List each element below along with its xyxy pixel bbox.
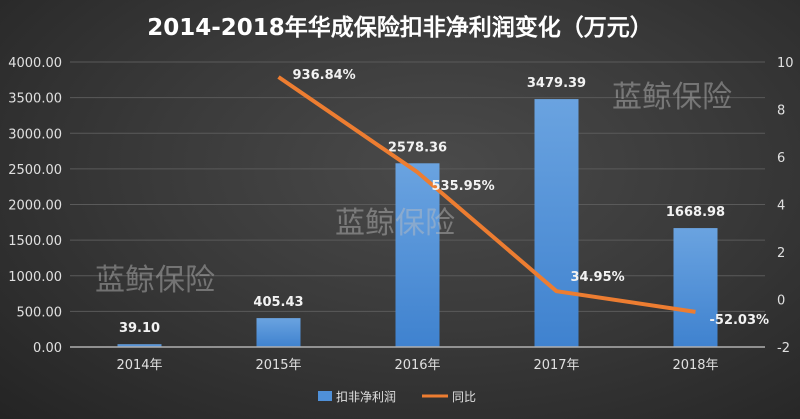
left-axis-tick: 0.00: [33, 341, 62, 356]
right-axis-tick: 0: [777, 294, 785, 309]
left-axis-tick: 2500.00: [8, 163, 62, 178]
bar: [673, 228, 718, 347]
right-axis-tick: 10: [777, 56, 794, 71]
bar-data-label: 3479.39: [527, 76, 586, 91]
right-axis-tick: 8: [777, 104, 785, 119]
chart-title: 2014-2018年华成保险扣非净利润变化（万元）: [147, 15, 653, 41]
line-data-label: 535.95%: [432, 179, 495, 194]
x-axis-tick: 2016年: [394, 358, 440, 373]
watermark: 蓝鲸保险: [612, 80, 732, 115]
right-axis-tick: 2: [777, 246, 785, 261]
right-axis-tick: 6: [777, 151, 785, 166]
left-axis-tick: 500.00: [17, 305, 63, 320]
bar-data-label: 1668.98: [666, 205, 725, 220]
x-axis-tick: 2015年: [255, 358, 301, 373]
left-axis-tick: 2000.00: [8, 199, 62, 214]
bar-data-label: 2578.36: [388, 140, 447, 155]
bar: [395, 163, 440, 347]
x-axis-tick: 2017年: [533, 358, 579, 373]
left-axis-tick: 1000.00: [8, 270, 62, 285]
right-axis-tick: 4: [777, 199, 785, 214]
right-axis-tick: -2: [777, 341, 790, 356]
bar-data-label: 405.43: [253, 295, 303, 310]
line-data-label: -52.03%: [710, 313, 770, 328]
left-axis-tick: 3000.00: [8, 127, 62, 142]
line-data-label: 936.84%: [293, 68, 356, 83]
watermark: 蓝鲸保险: [335, 206, 455, 241]
legend-label: 同比: [452, 390, 476, 404]
bar: [534, 99, 579, 347]
x-axis-tick: 2018年: [672, 358, 718, 373]
left-axis-tick: 1500.00: [8, 234, 62, 249]
bar: [256, 318, 301, 347]
bar: [117, 344, 162, 347]
x-axis-tick: 2014年: [116, 358, 162, 373]
legend-label: 扣非净利润: [336, 390, 396, 404]
bar-data-label: 39.10: [119, 321, 160, 336]
line-data-label: 34.95%: [571, 270, 625, 285]
legend-swatch-bar: [318, 391, 332, 401]
line-series: [277, 75, 696, 314]
watermark: 蓝鲸保险: [95, 263, 215, 298]
left-axis-tick: 3500.00: [8, 92, 62, 107]
left-axis-tick: 4000.00: [8, 56, 62, 71]
